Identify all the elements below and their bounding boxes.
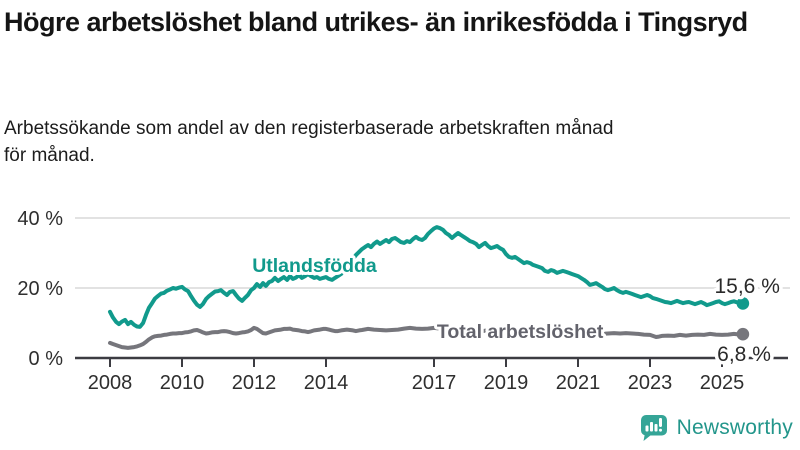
series-line-utlandsf-dda bbox=[108, 225, 745, 329]
series-end-dot bbox=[736, 327, 750, 341]
newsworthy-logo[interactable]: Newsworthy bbox=[639, 413, 793, 443]
x-axis-tick-label: 2021 bbox=[556, 372, 601, 394]
x-axis-tick-label: 2014 bbox=[304, 372, 349, 394]
series-end-dot bbox=[736, 297, 750, 310]
newsworthy-logo-text: Newsworthy bbox=[676, 416, 793, 439]
x-axis-tick-label: 2019 bbox=[484, 372, 529, 394]
x-axis-tick-label: 2025 bbox=[700, 372, 745, 394]
y-axis-tick-label: 20 % bbox=[17, 278, 63, 300]
y-axis-tick-label: 0 % bbox=[29, 348, 64, 370]
x-axis-tick-label: 2012 bbox=[232, 372, 277, 394]
x-axis-tick-label: 2017 bbox=[412, 372, 457, 394]
page-title: Högre arbetslöshet bland utrikes- än inr… bbox=[4, 7, 748, 37]
end-value-label: 15,6 % bbox=[714, 275, 779, 298]
unemployment-line-chart: 0 % 20 % 40 % 2008 2010 2012 2014 2017 2019 2021 2… bbox=[17, 208, 790, 394]
end-value-label: 6,8 % bbox=[717, 343, 771, 366]
x-axis-tick-label: 2010 bbox=[160, 372, 205, 394]
chart-subtitle: Arbetssökande som andel av den registerb… bbox=[4, 118, 614, 166]
x-axis-tick-label: 2023 bbox=[628, 372, 673, 394]
series-label: Total arbetslöshet bbox=[437, 321, 604, 343]
x-axis-tick-label: 2008 bbox=[88, 372, 133, 394]
y-axis-tick-label: 40 % bbox=[17, 208, 63, 230]
series-line-total-arbetsl-shet bbox=[108, 325, 745, 350]
bar-chart-speech-bubble-icon bbox=[640, 415, 667, 441]
series-label: Utlandsfödda bbox=[252, 255, 377, 277]
